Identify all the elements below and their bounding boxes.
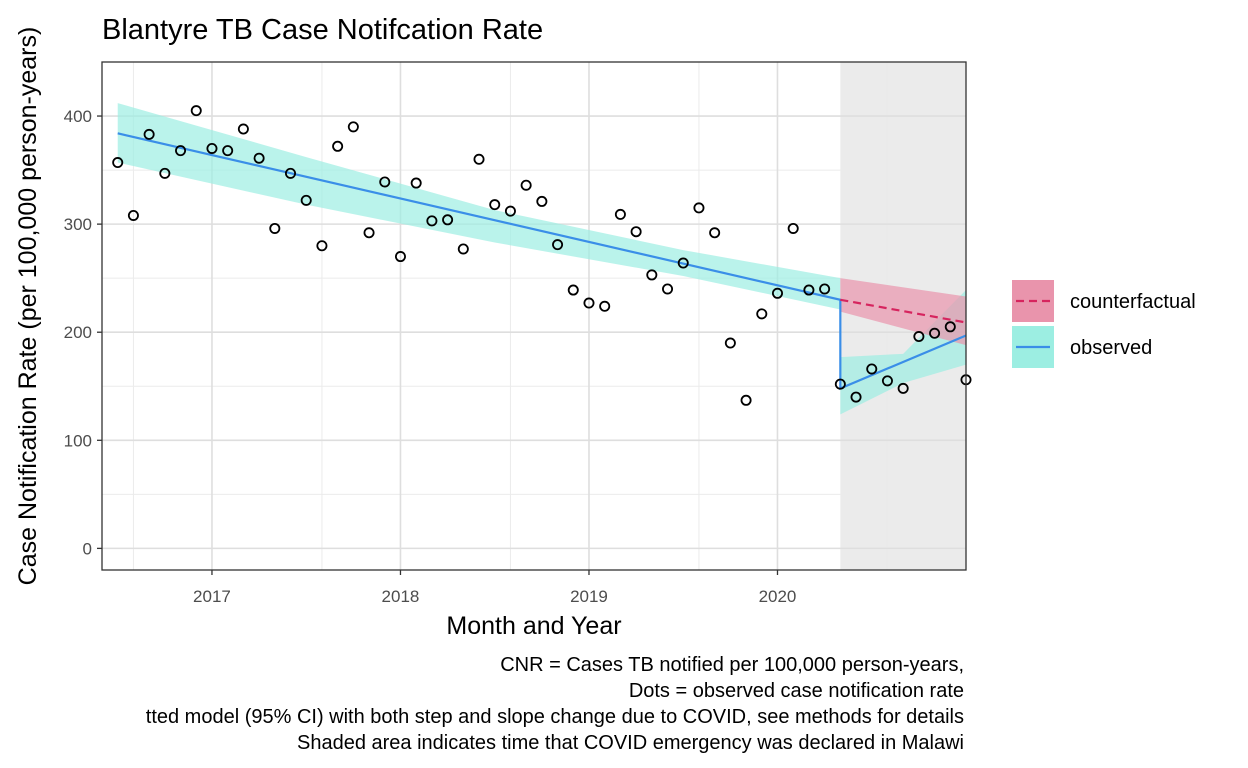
observed-confidence-band (840, 290, 966, 415)
data-point (316, 240, 328, 252)
legend-label-counterfactual: counterfactual (1070, 291, 1196, 313)
data-point (740, 394, 752, 406)
data-point (709, 227, 721, 239)
counterfactual-fitted-line (840, 298, 967, 324)
data-point (237, 123, 249, 135)
data-point (426, 215, 438, 227)
data-point (112, 157, 124, 169)
data-point (206, 142, 218, 154)
data-point (520, 179, 532, 191)
data-point (834, 378, 846, 390)
y-tick-label: 400 (64, 107, 92, 126)
data-point (536, 195, 548, 207)
x-tick-label: 2020 (759, 587, 797, 606)
chart-title: Blantyre TB Case Notifcation Rate (102, 14, 543, 46)
x-axis-label: Month and Year (446, 612, 621, 640)
y-axis-label: Case Notification Rate (per 100,000 pers… (14, 27, 42, 586)
data-point (693, 202, 705, 214)
caption-dots-definition: Dots = observed case notification rate (628, 680, 964, 702)
data-point (913, 331, 925, 343)
data-point (300, 194, 312, 206)
y-tick-label: 200 (64, 323, 92, 342)
data-point (394, 251, 406, 263)
data-point (379, 176, 391, 188)
data-point (944, 321, 956, 333)
x-tick-label: 2017 (193, 587, 231, 606)
data-point (614, 208, 626, 220)
data-point (143, 128, 155, 140)
y-tick-label: 100 (64, 431, 92, 450)
data-point (819, 283, 831, 295)
data-point (347, 121, 359, 133)
data-point (222, 145, 234, 157)
data-point (599, 300, 611, 312)
caption-model-description: tted model (95% CI) with both step and s… (145, 706, 964, 728)
plot-border (101, 61, 967, 571)
data-point (332, 140, 344, 152)
data-point (583, 297, 595, 309)
legend: counterfactual observed (1012, 280, 1196, 368)
data-point (662, 283, 674, 295)
x-tick-label: 2018 (382, 587, 420, 606)
data-point (504, 205, 516, 217)
data-point (175, 145, 187, 157)
observed-fitted-line (117, 132, 967, 391)
data-point (724, 337, 736, 349)
data-point (646, 269, 658, 281)
data-point (363, 227, 375, 239)
y-tick-label: 0 (83, 539, 92, 558)
data-point (489, 199, 501, 211)
data-point (850, 391, 862, 403)
data-point (159, 167, 171, 179)
data-point (442, 214, 454, 226)
data-point (787, 222, 799, 234)
data-point (630, 226, 642, 238)
data-point (410, 177, 422, 189)
data-point (771, 287, 783, 299)
data-point (929, 327, 941, 339)
data-point (190, 105, 202, 117)
data-point (285, 167, 297, 179)
data-point (567, 284, 579, 296)
caption-cnr-definition: CNR = Cases TB notified per 100,000 pers… (500, 654, 964, 676)
data-point (803, 284, 815, 296)
x-tick-label: 2019 (570, 587, 608, 606)
caption-shaded-area-description: Shaded area indicates time that COVID em… (297, 732, 964, 754)
data-point (866, 363, 878, 375)
data-point (457, 243, 469, 255)
data-point (677, 257, 689, 269)
legend-label-observed: observed (1070, 337, 1152, 359)
data-point (881, 375, 893, 387)
data-point (897, 382, 909, 394)
data-point (756, 308, 768, 320)
data-point (552, 239, 564, 251)
data-point (253, 152, 265, 164)
data-point (127, 209, 139, 221)
data-point (269, 222, 281, 234)
y-tick-label: 300 (64, 215, 92, 234)
data-point (473, 153, 485, 165)
